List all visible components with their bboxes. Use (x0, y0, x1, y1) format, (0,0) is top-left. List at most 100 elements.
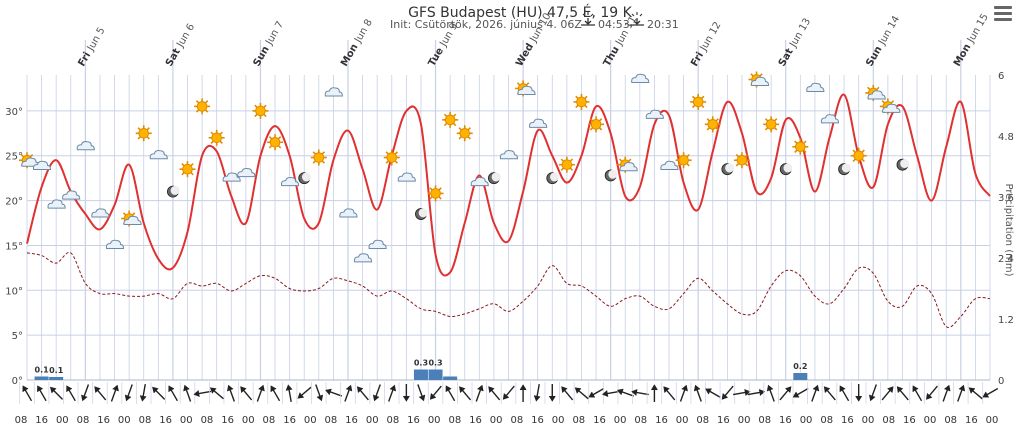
precip-bar (49, 377, 64, 380)
wind-arrow-icon (732, 389, 751, 396)
wind-arrow-icon (475, 384, 484, 402)
wind-arrow-icon (417, 384, 426, 402)
moon-icon (721, 163, 735, 176)
precip-bar-label: 0.3 (414, 359, 428, 368)
precip-bar-label: 0.1 (49, 366, 64, 375)
y-tick-left: 30° (5, 107, 23, 118)
sun-icon (675, 152, 692, 169)
hour-label: 16 (283, 415, 296, 426)
sun-icon (427, 185, 444, 202)
wind-arrow-icon (110, 384, 119, 402)
wind-arrow-icon (193, 390, 212, 397)
wind-arrow-icon (356, 386, 369, 401)
wind-arrow-icon (779, 386, 792, 401)
hour-label: 16 (841, 415, 854, 426)
sun-icon (442, 111, 459, 128)
y-tick-left: 20° (5, 197, 23, 208)
moon-icon (298, 172, 311, 185)
sun-icon (558, 156, 575, 173)
hour-label: 16 (407, 415, 420, 426)
wind-arrow-icon (325, 388, 343, 397)
moon-icon (488, 172, 501, 185)
precip-bar (443, 376, 458, 380)
wind-arrow-icon (811, 384, 820, 402)
sun-icon (135, 125, 152, 142)
hour-label: 00 (738, 415, 751, 426)
hour-label: 08 (572, 415, 585, 426)
wind-arrow-icon (488, 386, 501, 401)
y-axis-right: 0 1.2 2.4 3.6 4.8 6 (998, 71, 1014, 387)
temperature-series-line (26, 93, 991, 277)
wind-arrow-icon (548, 384, 556, 402)
cloud-icon (820, 114, 840, 124)
wind-arrow-icon (388, 384, 397, 402)
wind-arrow-icon (912, 385, 923, 402)
wind-arrow-icon (957, 384, 966, 402)
wind-arrow-icon (240, 386, 253, 401)
hour-label: 08 (201, 415, 214, 426)
hour-label: 08 (15, 415, 28, 426)
cloud-icon (353, 253, 373, 263)
hour-label: 08 (944, 415, 957, 426)
wind-arrow-icon (574, 387, 589, 400)
moon-icon (167, 185, 180, 198)
cloud-icon (47, 199, 66, 209)
wind-arrow-icon (968, 387, 983, 400)
moon-icon (896, 158, 910, 171)
wind-arrow-icon (881, 386, 894, 401)
hour-label: 00 (800, 415, 813, 426)
hour-label: 00 (676, 415, 689, 426)
hour-label: 16 (903, 415, 916, 426)
sun-icon (690, 93, 707, 110)
wind-arrow-icon (766, 384, 775, 402)
hour-labels: 08 16 00 08 16 00 08 16 00 08 16 00 08 16 00 08 16 00 08 16… (15, 415, 999, 426)
sun-icon (179, 161, 196, 178)
hour-label: 08 (77, 415, 90, 426)
wind-arrow-icon (459, 386, 472, 401)
sun-icon (573, 93, 590, 110)
hour-label: 00 (614, 415, 627, 426)
precipitation-bars: 0.1 0.1 0.3 0.3 0.2 (34, 359, 808, 380)
hour-label: 00 (924, 415, 937, 426)
hour-label: 08 (139, 415, 152, 426)
hour-label: 00 (862, 415, 875, 426)
precip-bar (793, 373, 808, 380)
precip-bar (34, 376, 49, 380)
y-tick-right: 1.2 (998, 315, 1014, 326)
sun-icon (383, 149, 400, 166)
hour-label: 00 (242, 415, 255, 426)
cloud-icon (397, 172, 416, 182)
cloud-icon (32, 160, 52, 170)
wind-arrow-icon (152, 386, 166, 400)
wind-arrow-icon (403, 384, 410, 402)
menu-button[interactable] (994, 6, 1012, 22)
wind-arrow-icon (519, 384, 527, 402)
partly-cloudy-icon (121, 210, 142, 227)
precip-bar (413, 369, 428, 380)
cloud-icon (237, 167, 256, 178)
temperature-line (26, 93, 991, 277)
hour-label: 00 (986, 415, 999, 426)
partly-cloudy-icon (19, 152, 40, 169)
day-label: Sun Jun 14 (864, 14, 902, 68)
y-tick-right: 3.6 (998, 193, 1014, 204)
wind-arrow-icon (982, 387, 999, 398)
precip-bar-label: 0.1 (35, 366, 50, 375)
wind-arrow-icon (315, 384, 324, 402)
moon-icon (415, 208, 428, 220)
hour-label: 16 (97, 415, 110, 426)
hour-label: 08 (696, 415, 709, 426)
wind-arrow-icon (705, 388, 721, 399)
partly-cloudy-icon (515, 80, 536, 97)
moon-icon (838, 163, 851, 176)
wind-arrow-icon (721, 385, 734, 400)
wind-arrow-icon (297, 386, 312, 399)
day-label: Sat Jun 13 (777, 16, 813, 68)
hour-label: 00 (428, 415, 441, 426)
wind-arrow-icon (942, 384, 951, 402)
wind-arrow-icon (372, 384, 381, 402)
sun-icon (208, 129, 225, 146)
hour-label: 16 (35, 415, 48, 426)
wind-arrow-icon (344, 384, 353, 402)
cloud-icon (280, 176, 300, 187)
